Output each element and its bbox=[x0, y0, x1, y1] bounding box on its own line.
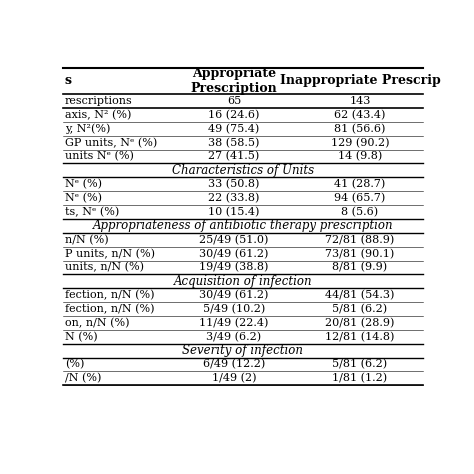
Text: 20/81 (28.9): 20/81 (28.9) bbox=[325, 318, 395, 328]
Text: 94 (65.7): 94 (65.7) bbox=[334, 193, 385, 203]
Text: 16 (24.6): 16 (24.6) bbox=[208, 110, 260, 120]
Text: 25/49 (51.0): 25/49 (51.0) bbox=[199, 235, 269, 245]
Text: 19/49 (38.8): 19/49 (38.8) bbox=[199, 262, 269, 273]
Text: s: s bbox=[65, 74, 72, 88]
Text: units Nᵉ (%): units Nᵉ (%) bbox=[65, 151, 134, 162]
Text: 33 (50.8): 33 (50.8) bbox=[208, 179, 260, 190]
Text: 27 (41.5): 27 (41.5) bbox=[208, 151, 260, 162]
Text: Acquisition of infection: Acquisition of infection bbox=[173, 275, 312, 288]
Text: Severity of infection: Severity of infection bbox=[182, 344, 303, 357]
Text: 3/49 (6.2): 3/49 (6.2) bbox=[206, 332, 262, 342]
Text: 6/49 (12.2): 6/49 (12.2) bbox=[203, 359, 265, 370]
Text: 44/81 (54.3): 44/81 (54.3) bbox=[325, 290, 395, 301]
Text: 1/81 (1.2): 1/81 (1.2) bbox=[332, 373, 387, 383]
Text: y, N²(%): y, N²(%) bbox=[65, 124, 110, 134]
Text: 72/81 (88.9): 72/81 (88.9) bbox=[325, 235, 394, 245]
Text: GP units, Nᵉ (%): GP units, Nᵉ (%) bbox=[65, 137, 157, 148]
Text: rescriptions: rescriptions bbox=[65, 96, 133, 106]
Text: 11/49 (22.4): 11/49 (22.4) bbox=[199, 318, 269, 328]
Text: 30/49 (61.2): 30/49 (61.2) bbox=[199, 290, 269, 301]
Text: 129 (90.2): 129 (90.2) bbox=[331, 137, 389, 148]
Text: 8 (5.6): 8 (5.6) bbox=[341, 207, 378, 217]
Text: 5/49 (10.2): 5/49 (10.2) bbox=[203, 304, 265, 314]
Text: 14 (9.8): 14 (9.8) bbox=[338, 151, 382, 162]
Text: P units, n/N (%): P units, n/N (%) bbox=[65, 248, 155, 259]
Text: ts, Nᵉ (%): ts, Nᵉ (%) bbox=[65, 207, 119, 217]
Text: N (%): N (%) bbox=[65, 332, 97, 342]
Text: Appropriateness of antibiotic therapy prescription: Appropriateness of antibiotic therapy pr… bbox=[92, 219, 393, 232]
Text: Appropriate
Prescription: Appropriate Prescription bbox=[191, 67, 277, 95]
Text: 41 (28.7): 41 (28.7) bbox=[334, 179, 385, 190]
Text: Nᵉ (%): Nᵉ (%) bbox=[65, 193, 102, 203]
Text: Nᵉ (%): Nᵉ (%) bbox=[65, 179, 102, 190]
Text: fection, n/N (%): fection, n/N (%) bbox=[65, 304, 154, 314]
Text: 49 (75.4): 49 (75.4) bbox=[208, 124, 260, 134]
Text: 1/49 (2): 1/49 (2) bbox=[212, 373, 256, 383]
Text: 5/81 (6.2): 5/81 (6.2) bbox=[332, 359, 387, 370]
Text: 5/81 (6.2): 5/81 (6.2) bbox=[332, 304, 387, 314]
Text: 73/81 (90.1): 73/81 (90.1) bbox=[325, 248, 394, 259]
Text: fection, n/N (%): fection, n/N (%) bbox=[65, 290, 154, 301]
Text: on, n/N (%): on, n/N (%) bbox=[65, 318, 129, 328]
Text: 12/81 (14.8): 12/81 (14.8) bbox=[325, 332, 395, 342]
Text: 22 (33.8): 22 (33.8) bbox=[208, 193, 260, 203]
Text: /N (%): /N (%) bbox=[65, 373, 101, 383]
Text: n/N (%): n/N (%) bbox=[65, 235, 109, 245]
Text: 65: 65 bbox=[227, 96, 241, 106]
Text: 81 (56.6): 81 (56.6) bbox=[334, 124, 386, 134]
Text: 38 (58.5): 38 (58.5) bbox=[208, 137, 260, 148]
Text: 30/49 (61.2): 30/49 (61.2) bbox=[199, 248, 269, 259]
Text: axis, N² (%): axis, N² (%) bbox=[65, 110, 131, 120]
Text: Characteristics of Units: Characteristics of Units bbox=[172, 164, 314, 177]
Text: (%): (%) bbox=[65, 359, 84, 370]
Text: Inappropriate Prescrip: Inappropriate Prescrip bbox=[280, 74, 440, 88]
Text: units, n/N (%): units, n/N (%) bbox=[65, 262, 144, 273]
Text: 143: 143 bbox=[349, 96, 371, 106]
Text: 8/81 (9.9): 8/81 (9.9) bbox=[332, 262, 387, 273]
Text: 10 (15.4): 10 (15.4) bbox=[208, 207, 260, 217]
Text: 62 (43.4): 62 (43.4) bbox=[334, 110, 386, 120]
